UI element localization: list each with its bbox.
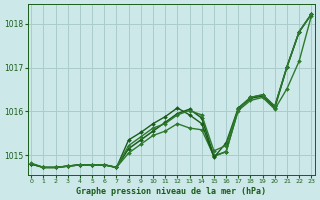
X-axis label: Graphe pression niveau de la mer (hPa): Graphe pression niveau de la mer (hPa) [76,187,266,196]
